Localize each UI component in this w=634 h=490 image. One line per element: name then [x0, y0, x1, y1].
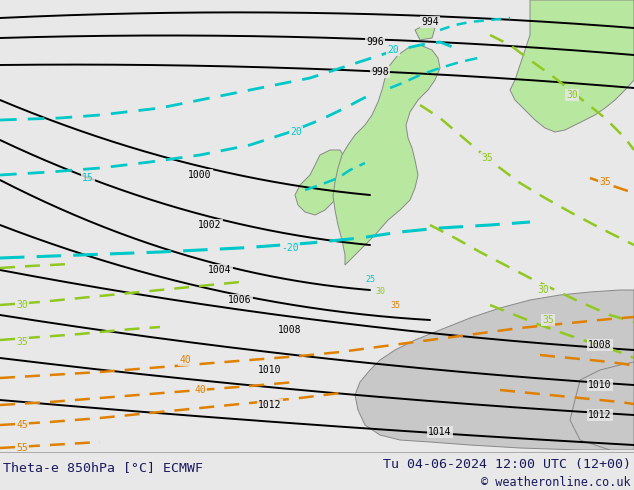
- Text: 30: 30: [537, 285, 549, 295]
- Text: 55: 55: [16, 443, 28, 453]
- Text: 1004: 1004: [208, 265, 232, 275]
- Text: Theta-e 850hPa [°C] ECMWF: Theta-e 850hPa [°C] ECMWF: [3, 462, 203, 474]
- Text: 1002: 1002: [198, 220, 222, 230]
- Text: © weatheronline.co.uk: © weatheronline.co.uk: [481, 476, 631, 490]
- Text: 35: 35: [542, 315, 554, 325]
- Text: 1000: 1000: [188, 170, 212, 180]
- Text: 35: 35: [390, 300, 400, 310]
- Text: 35: 35: [481, 153, 493, 163]
- Text: -20: -20: [281, 243, 299, 253]
- Polygon shape: [295, 150, 348, 215]
- Polygon shape: [570, 362, 634, 450]
- Text: 996: 996: [366, 37, 384, 47]
- Text: 1006: 1006: [228, 295, 252, 305]
- Polygon shape: [333, 45, 440, 265]
- Text: 25: 25: [365, 275, 375, 285]
- Text: 35: 35: [16, 337, 28, 347]
- Text: 40: 40: [179, 355, 191, 365]
- Text: 1008: 1008: [588, 340, 612, 350]
- Text: 994: 994: [421, 17, 439, 27]
- Text: 1012: 1012: [588, 410, 612, 420]
- Text: 1008: 1008: [278, 325, 302, 335]
- Text: 20: 20: [387, 45, 399, 55]
- Text: 30: 30: [375, 288, 385, 296]
- Text: 30: 30: [16, 300, 28, 310]
- Text: 1014: 1014: [428, 427, 452, 437]
- Text: 30: 30: [566, 90, 578, 100]
- Text: 998: 998: [371, 67, 389, 77]
- Text: 15: 15: [82, 173, 94, 183]
- Text: 1010: 1010: [588, 380, 612, 390]
- Text: 45: 45: [16, 420, 28, 430]
- Polygon shape: [415, 25, 435, 40]
- Text: 40: 40: [194, 385, 206, 395]
- Polygon shape: [355, 290, 634, 450]
- Text: 20: 20: [290, 127, 302, 137]
- Polygon shape: [510, 0, 634, 132]
- Text: Tu 04-06-2024 12:00 UTC (12+00): Tu 04-06-2024 12:00 UTC (12+00): [383, 458, 631, 470]
- Text: 1010: 1010: [258, 365, 281, 375]
- Text: 35: 35: [599, 177, 611, 187]
- Text: 1012: 1012: [258, 400, 281, 410]
